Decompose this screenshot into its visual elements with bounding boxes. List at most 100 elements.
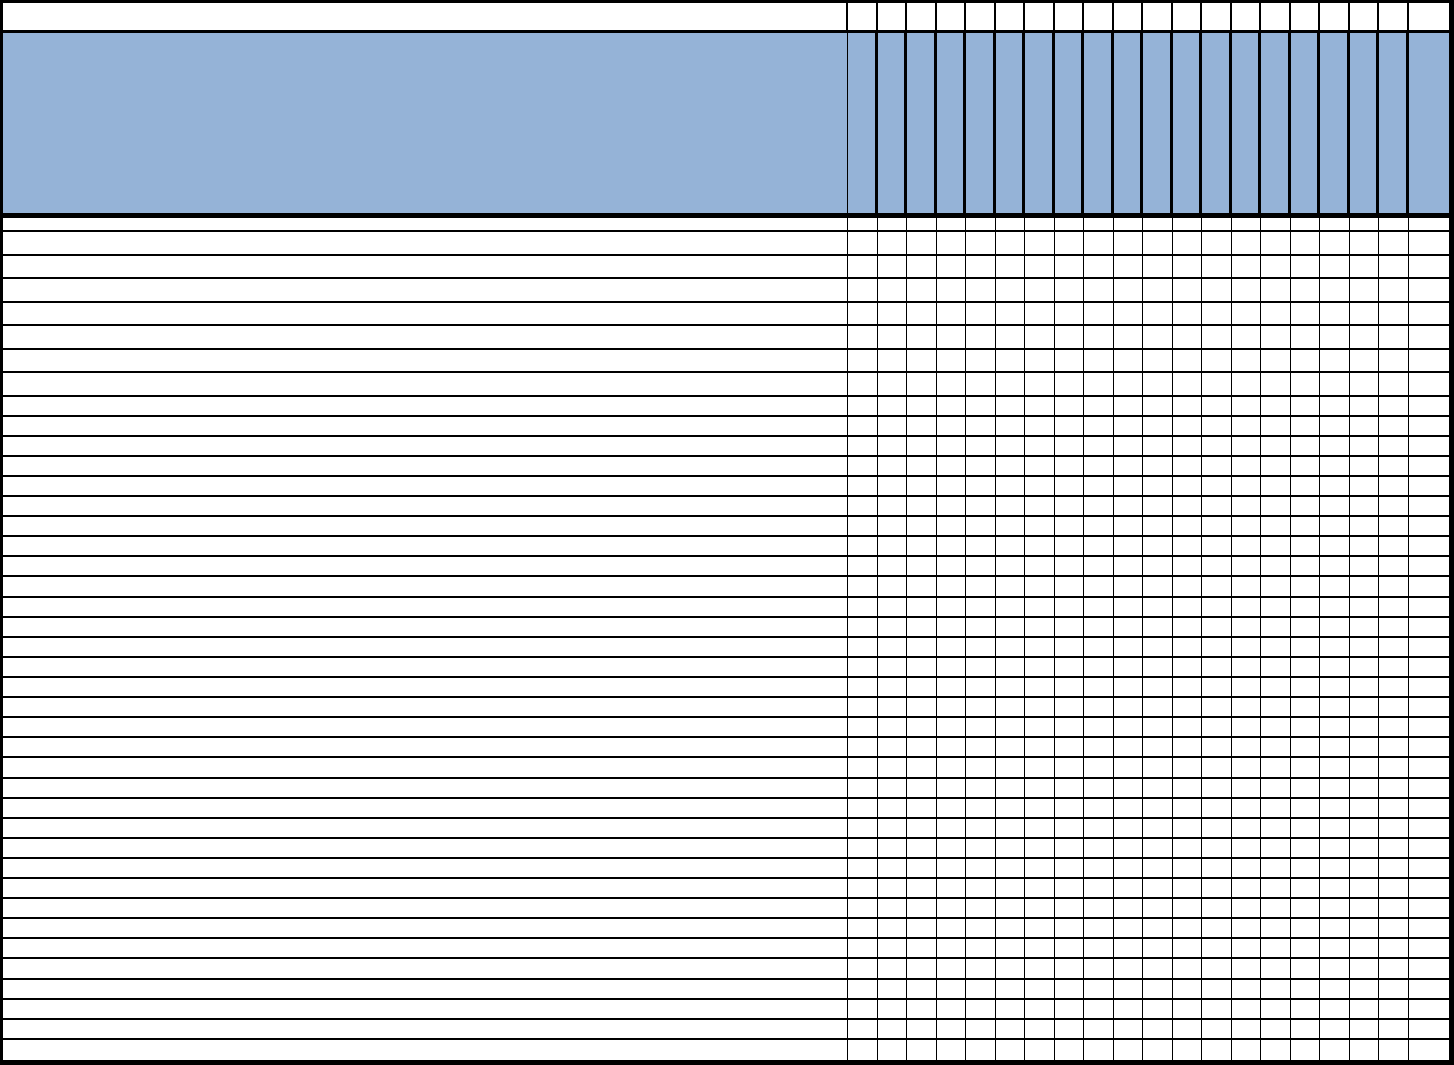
grid-cell (936, 537, 966, 558)
grid-cell (1349, 617, 1379, 638)
grid-cell (995, 396, 1025, 417)
grid-cell (877, 497, 907, 518)
grid-cell (1025, 718, 1055, 739)
grid-cell (1408, 677, 1449, 699)
grid-cell (1408, 597, 1449, 618)
grid-cell (907, 302, 937, 326)
grid-cell (1143, 637, 1173, 658)
grid-cell (1231, 899, 1261, 920)
grid-cell (1025, 476, 1055, 498)
grid-cell (848, 497, 878, 518)
grid-cell (1379, 838, 1409, 859)
grid-cell (877, 698, 907, 719)
grid-cell (1379, 218, 1409, 232)
grid-cell (1025, 255, 1055, 279)
grid-cell (966, 279, 996, 303)
grid-cell (936, 617, 966, 638)
grid-cell (1261, 349, 1291, 373)
grid-cell (1408, 718, 1449, 739)
grid-cell (1172, 637, 1202, 658)
row-name-cell (3, 979, 848, 1000)
grid-cell (1349, 302, 1379, 326)
grid-cell (877, 326, 907, 350)
grid-cell (995, 617, 1025, 638)
grid-cell (1408, 798, 1449, 819)
grid-cell (1113, 279, 1143, 303)
grid-cell (1261, 818, 1291, 839)
grid-cell (907, 899, 937, 920)
grid-cell (1290, 396, 1320, 417)
grid-cell (1261, 657, 1291, 678)
grid-cell (1290, 858, 1320, 880)
grid-cell (1261, 232, 1291, 256)
grid-cell (1408, 637, 1449, 658)
top-row-cell (1379, 3, 1409, 33)
grid-cell (848, 416, 878, 437)
row-name-cell (3, 255, 848, 279)
grid-cell (995, 939, 1025, 960)
grid-cell (1084, 326, 1114, 350)
grid-cell (1025, 349, 1055, 373)
grid-cell (1261, 577, 1291, 598)
grid-cell (1379, 1019, 1409, 1040)
grid-cell (1408, 218, 1449, 232)
grid-cell (1349, 537, 1379, 558)
grid-cell (1290, 999, 1320, 1020)
grid-cell (1054, 326, 1084, 350)
grid-cell (1113, 838, 1143, 859)
grid-cell (1408, 326, 1449, 350)
grid-cell (1113, 657, 1143, 678)
grid-cell (1172, 416, 1202, 437)
grid-cell (1379, 818, 1409, 839)
grid-cell (877, 517, 907, 538)
grid-cell (848, 979, 878, 1000)
grid-cell (848, 657, 878, 678)
grid-cell (966, 899, 996, 920)
grid-cell (907, 456, 937, 477)
grid-cell (1290, 637, 1320, 658)
grid-cell (1084, 1039, 1114, 1060)
grid-cell (848, 537, 878, 558)
grid-cell (1143, 838, 1173, 859)
grid-cell (995, 577, 1025, 598)
grid-cell (1113, 416, 1143, 437)
grid-cell (1172, 255, 1202, 279)
grid-cell (1202, 436, 1232, 457)
grid-cell (1143, 999, 1173, 1020)
grid-cell (1408, 396, 1449, 417)
grid-cell (1290, 456, 1320, 477)
grid-cell (1349, 999, 1379, 1020)
grid-cell (1320, 919, 1350, 940)
grid-cell (1143, 1039, 1173, 1060)
grid-cell (877, 637, 907, 658)
row-name-cell (3, 677, 848, 699)
grid-cell (1261, 557, 1291, 578)
grid-cell (1261, 1039, 1291, 1060)
grid-cell (995, 218, 1025, 232)
grid-cell (995, 349, 1025, 373)
grid-cell (877, 758, 907, 779)
grid-cell (1349, 677, 1379, 699)
grid-cell (1320, 456, 1350, 477)
grid-cell (1084, 919, 1114, 940)
row-name-cell (3, 617, 848, 638)
grid-cell (848, 597, 878, 618)
grid-cell (1320, 617, 1350, 638)
grid-cell (1143, 302, 1173, 326)
grid-cell (1172, 919, 1202, 940)
grid-cell (1202, 979, 1232, 1000)
grid-cell (995, 279, 1025, 303)
grid-cell (907, 698, 937, 719)
grid-cell (877, 858, 907, 880)
grid-cell (1054, 738, 1084, 759)
grid-cell (1202, 758, 1232, 779)
grid-cell (966, 255, 996, 279)
grid-cell (1054, 617, 1084, 638)
grid-cell (1349, 657, 1379, 678)
grid-cell (1025, 416, 1055, 437)
grid-cell (1290, 232, 1320, 256)
grid-cell (1202, 396, 1232, 417)
grid-cell (848, 1019, 878, 1040)
grid-cell (1025, 879, 1055, 900)
grid-cell (1143, 326, 1173, 350)
